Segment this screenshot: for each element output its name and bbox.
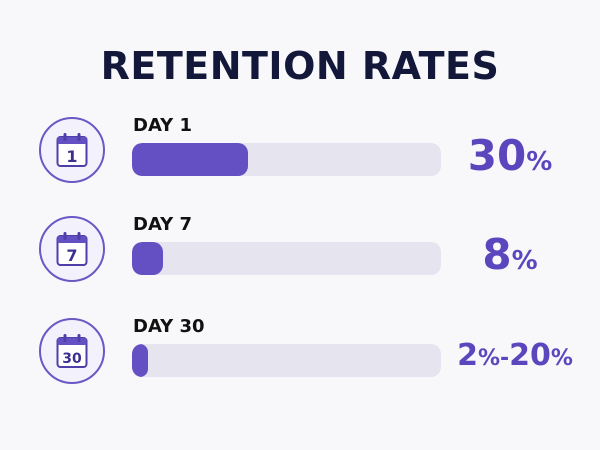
value-number: 2 xyxy=(457,338,478,373)
calendar-graphic: 7 xyxy=(56,232,88,266)
bar-track xyxy=(132,143,441,176)
calendar-day-number: 1 xyxy=(66,147,77,166)
bar-fill xyxy=(132,344,148,377)
bar-category-label: DAY 30 xyxy=(133,316,205,337)
calendar-day-number: 7 xyxy=(66,246,77,265)
bar-track xyxy=(132,344,441,377)
value-number: 30 xyxy=(467,131,527,180)
bar-fill xyxy=(132,242,163,275)
chart-title: RETENTION RATES xyxy=(100,44,500,88)
calendar-icon: 7 xyxy=(39,216,105,282)
bar-category-label: DAY 1 xyxy=(133,115,192,136)
bar-track xyxy=(132,242,441,275)
calendar-icon: 1 xyxy=(39,117,105,183)
calendar-day-number: 30 xyxy=(62,351,82,367)
bar-fill xyxy=(132,143,248,176)
bar-value-label: 8% xyxy=(435,230,585,279)
percent-sign: %- xyxy=(477,346,510,371)
calendar-graphic: 30 xyxy=(56,334,88,368)
percent-sign: % xyxy=(526,147,553,177)
calendar-graphic: 1 xyxy=(56,133,88,167)
bar-category-label: DAY 7 xyxy=(133,214,192,235)
percent-sign: % xyxy=(550,346,573,371)
value-number: 8 xyxy=(482,230,512,279)
retention-row: 7 DAY 7 8% xyxy=(0,214,600,306)
retention-row: 30 DAY 30 2%-20% xyxy=(0,316,600,408)
retention-row: 1 DAY 1 30% xyxy=(0,115,600,207)
percent-sign: % xyxy=(511,246,538,276)
bar-value-label: 30% xyxy=(435,131,585,180)
value-number: 20 xyxy=(509,338,551,373)
bar-value-label: 2%-20% xyxy=(440,338,590,373)
calendar-icon: 30 xyxy=(39,318,105,384)
